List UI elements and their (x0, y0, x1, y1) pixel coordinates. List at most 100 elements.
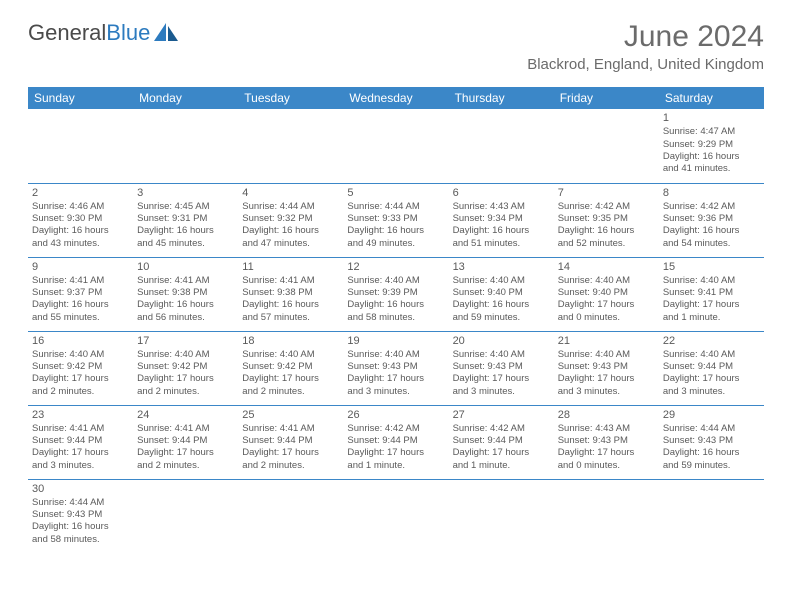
day-number: 2 (32, 186, 129, 200)
calendar-row: 9Sunrise: 4:41 AMSunset: 9:37 PMDaylight… (28, 257, 764, 331)
calendar-cell: 15Sunrise: 4:40 AMSunset: 9:41 PMDayligh… (659, 257, 764, 331)
sunrise-text: Sunrise: 4:40 AM (558, 275, 655, 287)
sunrise-text: Sunrise: 4:42 AM (347, 423, 444, 435)
sunset-text: Sunset: 9:38 PM (242, 287, 339, 299)
daylight-text: Daylight: 16 hours (242, 299, 339, 311)
sunrise-text: Sunrise: 4:41 AM (242, 423, 339, 435)
daylight-text: and 58 minutes. (347, 312, 444, 324)
logo: GeneralBlue (28, 20, 180, 46)
daylight-text: and 59 minutes. (663, 460, 760, 472)
day-number: 18 (242, 334, 339, 348)
calendar-row: 2Sunrise: 4:46 AMSunset: 9:30 PM Daylight… (28, 183, 764, 257)
daylight-text: Daylight: 17 hours (558, 447, 655, 459)
calendar-cell: 24Sunrise: 4:41 AMSunset: 9:44 PMDayligh… (133, 405, 238, 479)
calendar-cell: 14Sunrise: 4:40 AMSunset: 9:40 PMDayligh… (554, 257, 659, 331)
day-number: 3 (137, 186, 234, 200)
sunset-text: Sunset: 9:37 PM (32, 287, 129, 299)
calendar-cell: 18Sunrise: 4:40 AMSunset: 9:42 PMDayligh… (238, 331, 343, 405)
sunrise-text: Sunrise: 4:46 AM (32, 201, 129, 213)
calendar-cell (133, 109, 238, 183)
day-number: 20 (453, 334, 550, 348)
calendar-cell: 10Sunrise: 4:41 AMSunset: 9:38 PMDayligh… (133, 257, 238, 331)
daylight-text: and 49 minutes. (347, 238, 444, 250)
month-title: June 2024 (527, 20, 764, 54)
sunrise-text: Sunrise: 4:41 AM (32, 423, 129, 435)
sunrise-text: Sunrise: 4:40 AM (453, 349, 550, 361)
calendar-cell: 6Sunrise: 4:43 AMSunset: 9:34 PMDaylight… (449, 183, 554, 257)
day-number: 12 (347, 260, 444, 274)
daylight-text: Daylight: 17 hours (32, 373, 129, 385)
daylight-text: Daylight: 16 hours (663, 225, 760, 237)
daylight-text: Daylight: 16 hours (453, 299, 550, 311)
calendar-cell (659, 479, 764, 553)
daylight-text: and 43 minutes. (32, 238, 129, 250)
daylight-text: and 3 minutes. (558, 386, 655, 398)
sunset-text: Sunset: 9:30 PM (32, 213, 129, 225)
calendar-row: 23Sunrise: 4:41 AMSunset: 9:44 PMDayligh… (28, 405, 764, 479)
sunrise-text: Sunrise: 4:45 AM (137, 201, 234, 213)
sunset-text: Sunset: 9:44 PM (32, 435, 129, 447)
day-number: 5 (347, 186, 444, 200)
daylight-text: Daylight: 17 hours (32, 447, 129, 459)
sunset-text: Sunset: 9:43 PM (32, 509, 129, 521)
day-number: 19 (347, 334, 444, 348)
calendar-cell: 2Sunrise: 4:46 AMSunset: 9:30 PMDaylight… (28, 183, 133, 257)
day-number: 23 (32, 408, 129, 422)
weekday-header: Monday (133, 87, 238, 109)
sunset-text: Sunset: 9:43 PM (663, 435, 760, 447)
day-number: 27 (453, 408, 550, 422)
daylight-text: Daylight: 16 hours (347, 225, 444, 237)
daylight-text: and 41 minutes. (663, 163, 760, 175)
sunrise-text: Sunrise: 4:40 AM (347, 275, 444, 287)
sunset-text: Sunset: 9:40 PM (453, 287, 550, 299)
calendar-cell (238, 109, 343, 183)
sunrise-text: Sunrise: 4:41 AM (32, 275, 129, 287)
sunrise-text: Sunrise: 4:43 AM (453, 201, 550, 213)
calendar-cell: 30Sunrise: 4:44 AMSunset: 9:43 PMDayligh… (28, 479, 133, 553)
sunrise-text: Sunrise: 4:41 AM (137, 275, 234, 287)
sunset-text: Sunset: 9:43 PM (558, 361, 655, 373)
sunset-text: Sunset: 9:38 PM (137, 287, 234, 299)
sunrise-text: Sunrise: 4:44 AM (242, 201, 339, 213)
header: GeneralBlue June 2024 Blackrod, England,… (0, 0, 792, 81)
day-number: 14 (558, 260, 655, 274)
sunrise-text: Sunrise: 4:44 AM (32, 497, 129, 509)
sunset-text: Sunset: 9:44 PM (242, 435, 339, 447)
sunset-text: Sunset: 9:44 PM (453, 435, 550, 447)
calendar-cell (133, 479, 238, 553)
sunrise-text: Sunrise: 4:44 AM (663, 423, 760, 435)
daylight-text: Daylight: 16 hours (137, 299, 234, 311)
calendar-cell (238, 479, 343, 553)
sunrise-text: Sunrise: 4:47 AM (663, 126, 760, 138)
daylight-text: Daylight: 16 hours (663, 151, 760, 163)
sunrise-text: Sunrise: 4:42 AM (558, 201, 655, 213)
daylight-text: and 45 minutes. (137, 238, 234, 250)
daylight-text: and 55 minutes. (32, 312, 129, 324)
sunset-text: Sunset: 9:34 PM (453, 213, 550, 225)
day-number: 28 (558, 408, 655, 422)
daylight-text: Daylight: 17 hours (558, 299, 655, 311)
daylight-text: Daylight: 17 hours (242, 373, 339, 385)
sunset-text: Sunset: 9:44 PM (663, 361, 760, 373)
calendar-cell: 12Sunrise: 4:40 AMSunset: 9:39 PMDayligh… (343, 257, 448, 331)
day-number: 26 (347, 408, 444, 422)
daylight-text: and 1 minute. (663, 312, 760, 324)
day-number: 22 (663, 334, 760, 348)
sunset-text: Sunset: 9:32 PM (242, 213, 339, 225)
weekday-header-row: Sunday Monday Tuesday Wednesday Thursday… (28, 87, 764, 109)
sunset-text: Sunset: 9:35 PM (558, 213, 655, 225)
calendar-cell (343, 479, 448, 553)
calendar-row: 1Sunrise: 4:47 AMSunset: 9:29 PMDaylight… (28, 109, 764, 183)
daylight-text: and 58 minutes. (32, 534, 129, 546)
day-number: 30 (32, 482, 129, 496)
calendar-cell (554, 479, 659, 553)
calendar-cell: 21Sunrise: 4:40 AMSunset: 9:43 PMDayligh… (554, 331, 659, 405)
daylight-text: and 52 minutes. (558, 238, 655, 250)
sunrise-text: Sunrise: 4:40 AM (242, 349, 339, 361)
calendar-cell: 1Sunrise: 4:47 AMSunset: 9:29 PMDaylight… (659, 109, 764, 183)
calendar-cell: 26Sunrise: 4:42 AMSunset: 9:44 PMDayligh… (343, 405, 448, 479)
weekday-header: Sunday (28, 87, 133, 109)
sunset-text: Sunset: 9:41 PM (663, 287, 760, 299)
daylight-text: Daylight: 16 hours (32, 299, 129, 311)
calendar-cell: 7Sunrise: 4:42 AMSunset: 9:35 PMDaylight… (554, 183, 659, 257)
